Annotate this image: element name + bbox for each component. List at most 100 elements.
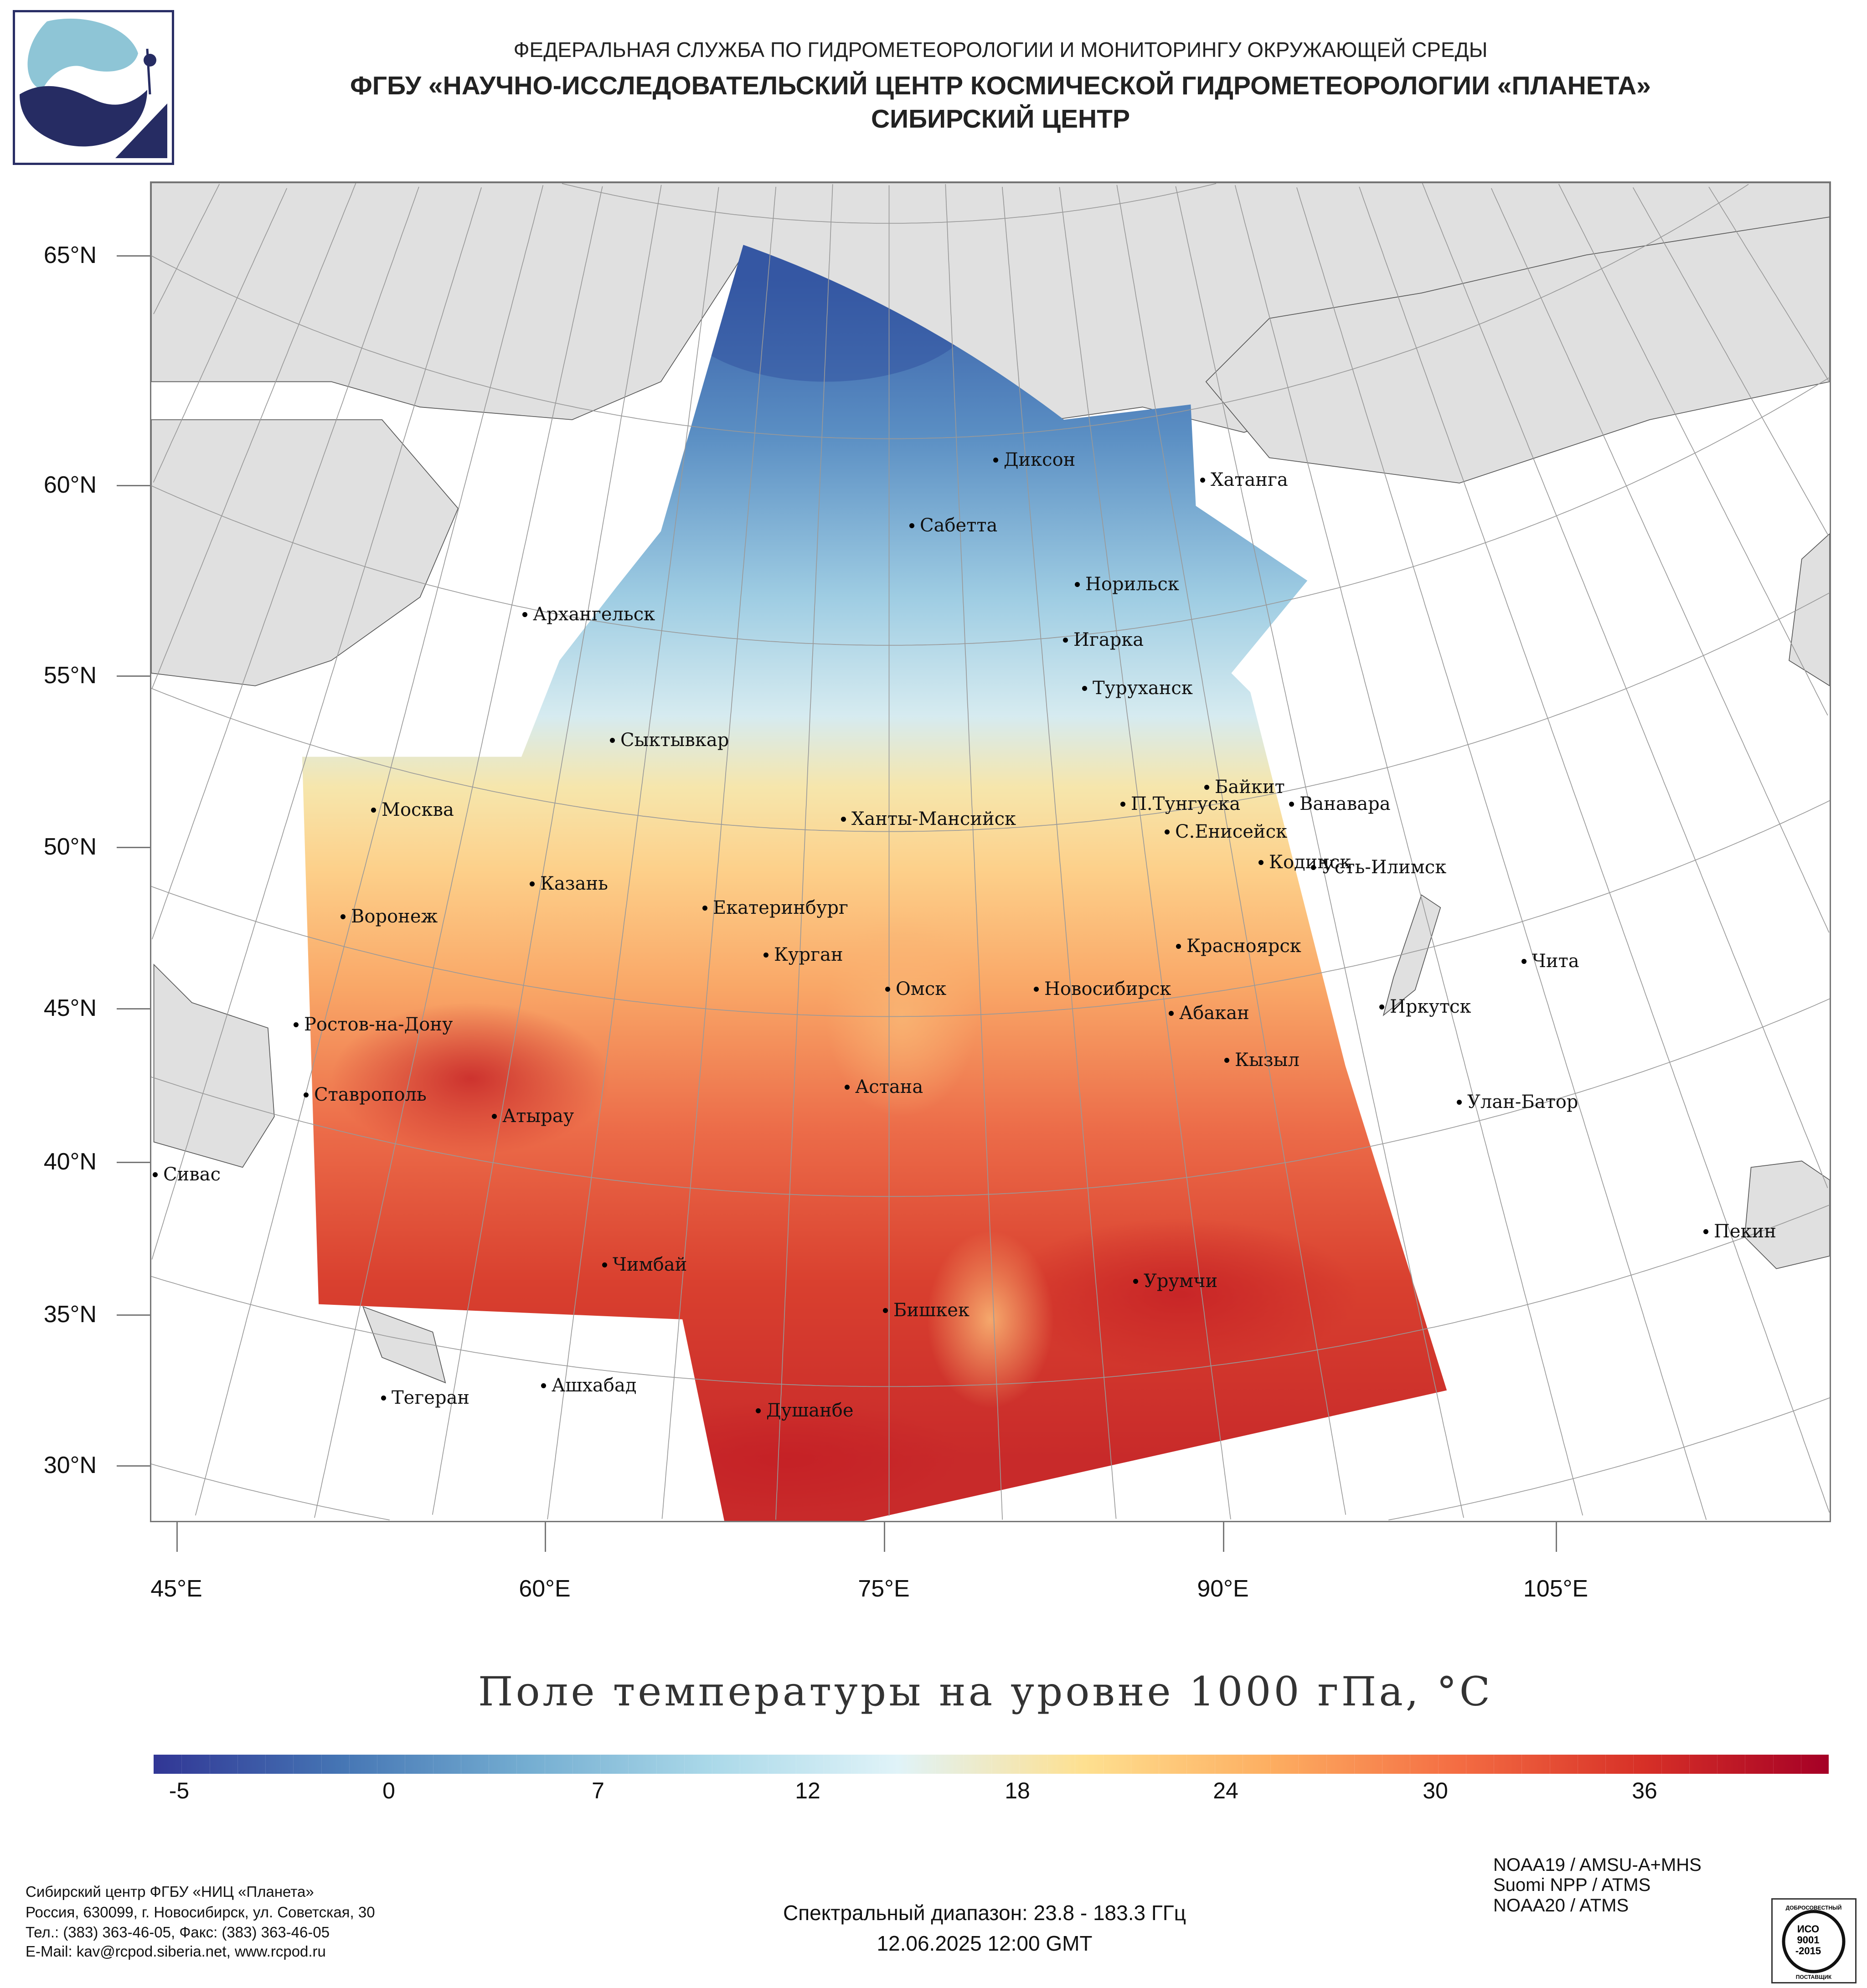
map-title: Поле температуры на уровне 1000 гПа, °С — [478, 1668, 1493, 1715]
latitude-label: 45°N — [43, 995, 97, 1021]
colorbar-step — [1298, 1755, 1299, 1774]
parallel-line — [151, 1205, 1830, 1387]
city-label: Пекин — [1714, 1221, 1776, 1242]
satellite-1: NOAA19 / AMSU-A+MHS — [1493, 1855, 1702, 1875]
city-label: Чита — [1532, 951, 1579, 972]
city-marker: Иркутск — [1379, 996, 1471, 1017]
meridian-line — [945, 184, 1003, 1520]
city-label: Хатанга — [1211, 469, 1288, 490]
colorbar-tick-label: 0 — [382, 1778, 395, 1803]
meridian-line — [153, 188, 288, 483]
colorbar-step — [516, 1755, 517, 1774]
iso-certification-badge: ДОБРОСОВЕСТНЫЙ ИСО 9001 -2015 ПОСТАВЩИК — [1771, 1898, 1857, 1983]
colorbar-step — [684, 1755, 685, 1774]
city-dot-icon — [1224, 1057, 1229, 1063]
city-dot-icon — [1703, 1229, 1708, 1234]
city-marker: Ханты-Мансийск — [841, 809, 1016, 829]
city-label: Атырау — [502, 1106, 574, 1127]
city-label: Омск — [896, 979, 947, 999]
latitude-tick — [117, 1162, 150, 1163]
colorbar-step — [1661, 1755, 1662, 1774]
latitude-label: 65°N — [43, 242, 97, 268]
city-marker: Омск — [885, 979, 947, 999]
city-label: Архангельск — [533, 604, 655, 625]
city-label: Абакан — [1179, 1003, 1249, 1024]
colorbar-step — [1689, 1755, 1690, 1774]
city-marker: Диксон — [993, 449, 1075, 470]
city-dot-icon — [1165, 829, 1170, 834]
city-marker: Казань — [530, 873, 608, 894]
colorbar-step — [1773, 1755, 1774, 1774]
city-label: Казань — [540, 873, 608, 894]
planeta-logo — [13, 10, 174, 165]
city-dot-icon — [153, 1172, 158, 1177]
city-label: Сабетта — [920, 515, 998, 536]
colorbar-tick-label: -5 — [169, 1778, 190, 1803]
colorbar-step — [321, 1755, 322, 1774]
latitude-tick — [117, 1465, 150, 1467]
city-label: Ставрополь — [314, 1084, 427, 1105]
city-label: Воронеж — [351, 906, 438, 927]
colorbar-step — [572, 1755, 573, 1774]
latitude-label: 55°N — [43, 662, 97, 689]
city-label: Ванавара — [1300, 793, 1391, 814]
longitude-tick — [176, 1522, 178, 1552]
city-marker: С.Енисейск — [1165, 821, 1287, 842]
city-label: Игарка — [1073, 629, 1144, 650]
city-label: Ашхабад — [552, 1375, 637, 1396]
longitude-label: 60°E — [519, 1576, 571, 1602]
city-marker: Ванавара — [1289, 793, 1391, 814]
city-dot-icon — [340, 914, 346, 919]
city-dot-icon — [845, 1084, 850, 1090]
colorbar-step — [991, 1755, 992, 1774]
city-label: Урумчи — [1144, 1271, 1218, 1292]
city-dot-icon — [1063, 637, 1068, 643]
city-marker: Усть-Илимск — [1311, 857, 1446, 878]
latitude-tick — [117, 847, 150, 848]
city-label: Ханты-Мансийск — [851, 809, 1016, 829]
city-marker: Курган — [763, 944, 843, 965]
colorbar-step — [349, 1755, 350, 1774]
temperature-map — [150, 181, 1831, 1522]
city-label: Бишкек — [893, 1300, 970, 1321]
colorbar-tick-label: 7 — [592, 1778, 604, 1803]
meridian-line — [1359, 186, 1830, 1513]
meridian-line — [1558, 184, 1828, 716]
colorbar-step — [1270, 1755, 1271, 1774]
satellite-2: Suomi NPP / ATMS — [1493, 1875, 1651, 1895]
city-dot-icon — [294, 1022, 299, 1027]
colorbar-step — [265, 1755, 266, 1774]
longitude-tick — [884, 1522, 885, 1552]
spectral-range: Спектральный диапазон: 23.8 - 183.3 ГГц — [783, 1901, 1186, 1925]
parallel-line — [151, 1463, 390, 1520]
city-label: Курган — [774, 944, 843, 965]
latitude-label: 50°N — [43, 834, 97, 860]
footer-email[interactable]: E-Mail: kav@rcpod.siberia.net, www.rcpod… — [26, 1943, 326, 1960]
colorbar-step — [1103, 1755, 1104, 1774]
meridian-line — [1234, 185, 1583, 1516]
city-label: Новосибирск — [1044, 979, 1171, 999]
colorbar-step — [1019, 1755, 1020, 1774]
colorbar-step — [1605, 1755, 1606, 1774]
city-marker: Кодинск — [1258, 852, 1351, 873]
city-marker: Сабетта — [909, 515, 998, 536]
meridian-line — [314, 186, 603, 1518]
header-institute: ФГБУ «НАУЧНО-ИССЛЕДОВАТЕЛЬСКИЙ ЦЕНТР КОС… — [350, 71, 1651, 100]
footer-org-name: Сибирский центр ФГБУ «НИЦ «Планета» — [26, 1883, 314, 1900]
colorbar-step — [1438, 1755, 1439, 1774]
parallel-line — [151, 998, 1830, 1197]
colorbar-step — [1186, 1755, 1187, 1774]
city-dot-icon — [371, 807, 376, 813]
colorbar-step — [628, 1755, 629, 1774]
city-label: Астана — [855, 1076, 923, 1097]
city-marker: Душанбе — [756, 1400, 854, 1421]
parallel-line — [151, 592, 1830, 832]
city-marker: Красноярск — [1176, 936, 1301, 957]
colorbar-step — [600, 1755, 601, 1774]
city-label: Сыктывкар — [620, 730, 729, 751]
svg-text:ИСО: ИСО — [1797, 1923, 1819, 1935]
parallel-line — [151, 377, 1830, 646]
city-marker: Ставрополь — [304, 1084, 427, 1105]
meridian-line — [1002, 186, 1117, 1519]
datetime: 12.06.2025 12:00 GMT — [877, 1931, 1093, 1955]
